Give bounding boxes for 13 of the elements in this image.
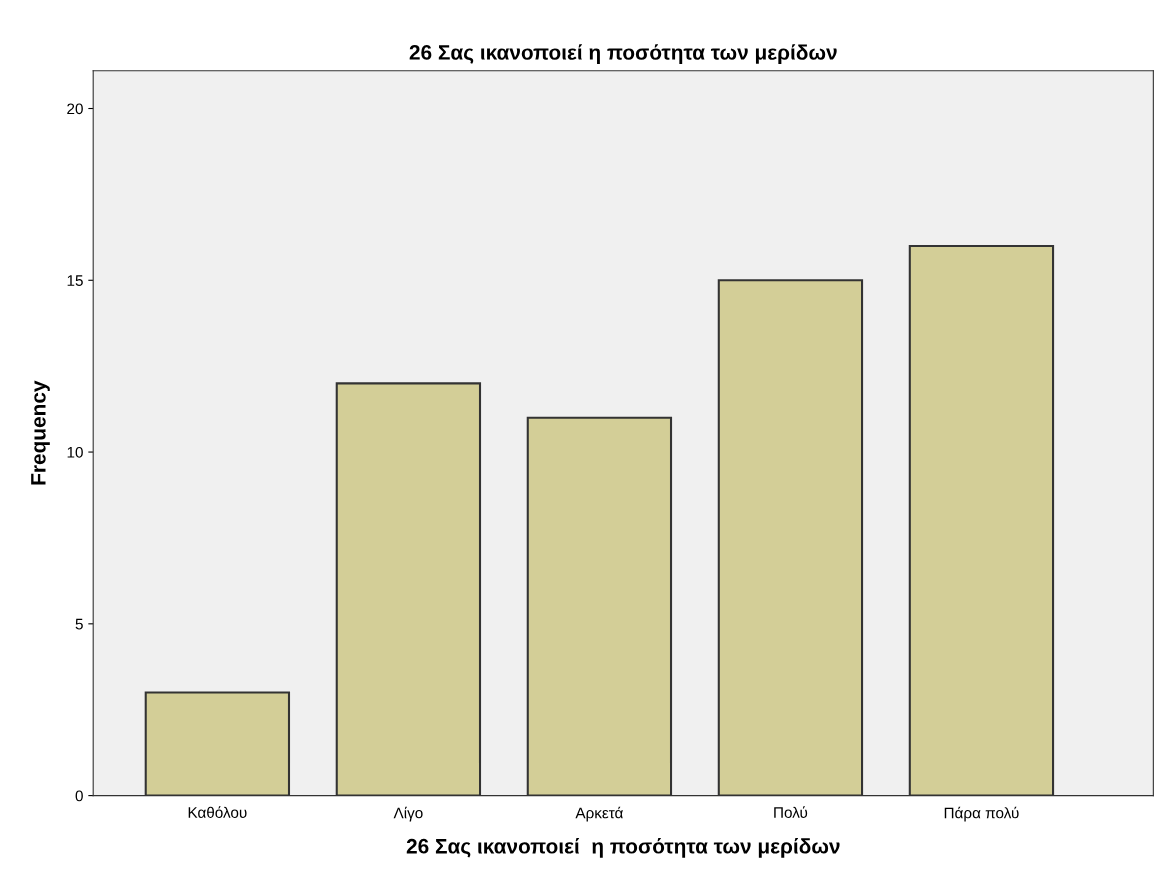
x-tick-label: Πολύ	[774, 806, 808, 818]
x-tick-label: Λίγο	[393, 806, 423, 822]
y-tick-label: 15	[67, 275, 83, 286]
x-tick-label: Καθόλου	[188, 806, 247, 818]
x-tick-label: Αρκετά	[575, 806, 623, 822]
x-tick-label: Πάρα πολύ	[944, 806, 1019, 822]
y-tick-label: 0	[75, 790, 83, 802]
y-tick-label: 5	[75, 618, 83, 630]
y-axis-title: Frequency	[31, 380, 50, 485]
x-axis-title: 26 Σας ικανοποιεί η ποσότητα των μερίδων	[406, 838, 840, 858]
y-tick-label: 20	[67, 103, 83, 115]
y-tick-label: 10	[67, 446, 83, 458]
chart-title: 26 Σας ικανοποιεί η ποσότητα των μερίδων	[409, 44, 837, 64]
